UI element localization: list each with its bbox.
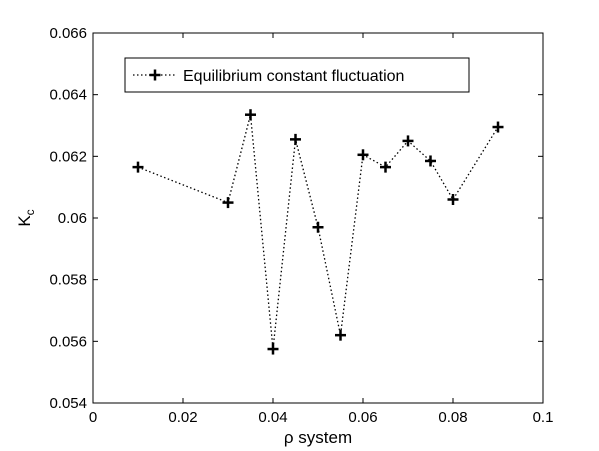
data-point bbox=[402, 135, 414, 147]
data-point bbox=[335, 329, 346, 341]
x-tick-label: 0 bbox=[89, 409, 97, 426]
data-point bbox=[312, 221, 324, 233]
y-axis-label: Kc bbox=[15, 209, 37, 226]
y-tick-label: 0.064 bbox=[49, 87, 87, 104]
x-axis-ticks: 0 0.02 0.04 0.06 0.08 0.1 bbox=[89, 33, 554, 426]
x-tick-label: 0.1 bbox=[533, 409, 554, 426]
data-point bbox=[132, 161, 144, 173]
data-point bbox=[222, 197, 234, 209]
legend: Equilibrium constant fluctuation bbox=[124, 57, 470, 93]
y-axis-ticks: 0.054 0.056 0.058 0.06 0.062 0.064 0.066 bbox=[49, 25, 543, 412]
data-markers bbox=[132, 109, 504, 355]
y-tick-label: 0.066 bbox=[49, 25, 87, 42]
y-axis-label-main: K bbox=[15, 215, 34, 227]
legend-marker bbox=[149, 69, 161, 81]
data-point bbox=[245, 109, 256, 121]
data-point bbox=[357, 149, 369, 161]
y-tick-label: 0.056 bbox=[49, 333, 87, 350]
x-tick-label: 0.06 bbox=[348, 409, 377, 426]
data-point bbox=[290, 133, 301, 145]
data-point bbox=[425, 155, 436, 167]
x-tick-label: 0.02 bbox=[168, 409, 197, 426]
x-axis-label: ρ system bbox=[284, 428, 352, 447]
y-axis-label-subscript: c bbox=[23, 209, 37, 215]
x-tick-label: 0.08 bbox=[438, 409, 467, 426]
data-point bbox=[380, 161, 391, 173]
y-tick-label: 0.058 bbox=[49, 272, 87, 289]
y-tick-label: 0.06 bbox=[58, 210, 87, 227]
data-point bbox=[267, 343, 279, 355]
y-tick-label: 0.054 bbox=[49, 395, 87, 412]
data-point bbox=[492, 121, 504, 133]
plot-area bbox=[92, 32, 544, 404]
legend-label: Equilibrium constant fluctuation bbox=[183, 68, 404, 85]
y-tick-label: 0.062 bbox=[49, 148, 87, 165]
data-point bbox=[447, 194, 459, 205]
legend-box bbox=[124, 57, 470, 93]
x-tick-label: 0.04 bbox=[258, 409, 287, 426]
